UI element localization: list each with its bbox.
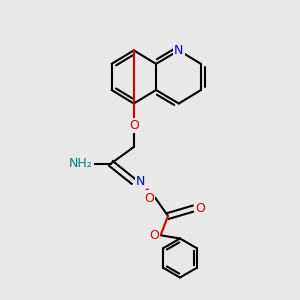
Text: O: O: [195, 202, 205, 215]
Text: O: O: [129, 119, 139, 132]
Text: O: O: [144, 191, 154, 205]
Text: NH₂: NH₂: [69, 157, 93, 170]
Text: O: O: [149, 229, 159, 242]
Text: N: N: [136, 175, 145, 188]
Text: N: N: [174, 44, 184, 57]
